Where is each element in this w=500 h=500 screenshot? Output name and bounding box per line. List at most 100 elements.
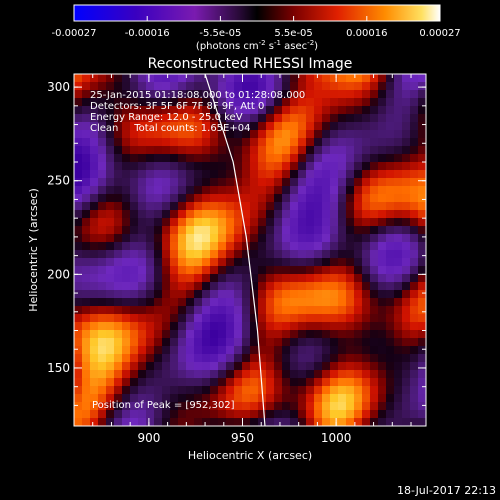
heatmap-cell — [234, 346, 243, 355]
heatmap-cell — [266, 290, 275, 299]
heatmap-cell — [170, 74, 179, 83]
heatmap-cell — [170, 106, 179, 115]
heatmap-cell — [338, 274, 347, 283]
heatmap-cell — [154, 234, 163, 243]
heatmap-cell — [234, 218, 243, 227]
heatmap-cell — [130, 274, 139, 283]
heatmap-cell — [226, 378, 235, 387]
heatmap-cell — [418, 186, 426, 195]
heatmap-cell — [154, 138, 163, 147]
heatmap-cell — [146, 258, 155, 267]
heatmap-cell — [82, 210, 91, 219]
heatmap-cell — [402, 378, 411, 387]
heatmap-cell — [122, 170, 131, 179]
heatmap-cell — [282, 322, 291, 331]
heatmap-cell — [370, 202, 379, 211]
heatmap-cell — [346, 210, 355, 219]
heatmap-cell — [98, 250, 107, 259]
heatmap-cell — [354, 330, 363, 339]
heatmap-cell — [274, 354, 283, 363]
heatmap-cell — [330, 114, 339, 123]
heatmap-cell — [154, 322, 163, 331]
heatmap-cell — [146, 170, 155, 179]
heatmap-cell — [114, 322, 123, 331]
heatmap-cell — [266, 218, 275, 227]
heatmap-cell — [98, 138, 107, 147]
heatmap-cell — [234, 362, 243, 371]
heatmap-cell — [258, 306, 267, 315]
heatmap-cell — [154, 354, 163, 363]
heatmap-cell — [162, 386, 171, 395]
heatmap-cell — [146, 154, 155, 163]
heatmap-cell — [330, 258, 339, 267]
heatmap-cell — [226, 130, 235, 139]
heatmap-cell — [298, 178, 307, 187]
heatmap-cell — [130, 402, 139, 411]
heatmap-cell — [114, 202, 123, 211]
heatmap-cell — [290, 322, 299, 331]
heatmap-cell — [386, 338, 395, 347]
heatmap-cell — [210, 370, 219, 379]
heatmap-cell — [250, 266, 259, 275]
heatmap-cell — [106, 74, 115, 83]
heatmap-cell — [354, 258, 363, 267]
heatmap-cell — [386, 130, 395, 139]
heatmap-cell — [394, 298, 403, 307]
heatmap-cell — [162, 242, 171, 251]
colorbar-tick-label: 0.00027 — [419, 28, 460, 39]
heatmap-cell — [114, 298, 123, 307]
heatmap-cell — [258, 322, 267, 331]
heatmap-cell — [282, 290, 291, 299]
heatmap-cell — [146, 90, 155, 99]
heatmap-cell — [114, 314, 123, 323]
heatmap-cell — [130, 322, 139, 331]
heatmap-cell — [322, 298, 331, 307]
heatmap-cell — [322, 130, 331, 139]
heatmap-cell — [210, 266, 219, 275]
heatmap-cell — [418, 138, 426, 147]
heatmap-cell — [202, 290, 211, 299]
heatmap-cell — [242, 138, 251, 147]
heatmap-cell — [370, 410, 379, 419]
heatmap-cell — [338, 162, 347, 171]
heatmap-cell — [170, 410, 179, 419]
heatmap-cell — [242, 186, 251, 195]
heatmap-cell — [386, 106, 395, 115]
heatmap-cell — [266, 370, 275, 379]
heatmap-cell — [322, 282, 331, 291]
heatmap-cell — [146, 138, 155, 147]
heatmap-cell — [378, 258, 387, 267]
heatmap-cell — [370, 210, 379, 219]
heatmap-cell — [330, 146, 339, 155]
heatmap-cell — [122, 74, 131, 83]
heatmap-cell — [418, 266, 426, 275]
heatmap-cell — [82, 266, 91, 275]
heatmap-cell — [306, 362, 315, 371]
heatmap-cell — [418, 178, 426, 187]
heatmap-cell — [106, 138, 115, 147]
heatmap-cell — [306, 418, 315, 426]
heatmap-cell — [130, 330, 139, 339]
heatmap-cell — [298, 298, 307, 307]
heatmap-cell — [298, 154, 307, 163]
heatmap-cell — [98, 210, 107, 219]
heatmap-cell — [106, 218, 115, 227]
heatmap-cell — [162, 202, 171, 211]
heatmap-cell — [354, 274, 363, 283]
heatmap-cell — [346, 162, 355, 171]
heatmap-cell — [306, 274, 315, 283]
heatmap-cell — [258, 274, 267, 283]
heatmap-cell — [242, 226, 251, 235]
heatmap-cell — [202, 410, 211, 419]
heatmap-cell — [202, 106, 211, 115]
heatmap-cell — [386, 306, 395, 315]
heatmap-cell — [114, 186, 123, 195]
heatmap-cell — [378, 218, 387, 227]
heatmap-cell — [154, 90, 163, 99]
colorbar-gradient — [73, 4, 441, 22]
heatmap-cell — [250, 354, 259, 363]
heatmap-cell — [106, 226, 115, 235]
heatmap-cell — [290, 402, 299, 411]
heatmap-cell — [138, 362, 147, 371]
heatmap-cell — [330, 210, 339, 219]
